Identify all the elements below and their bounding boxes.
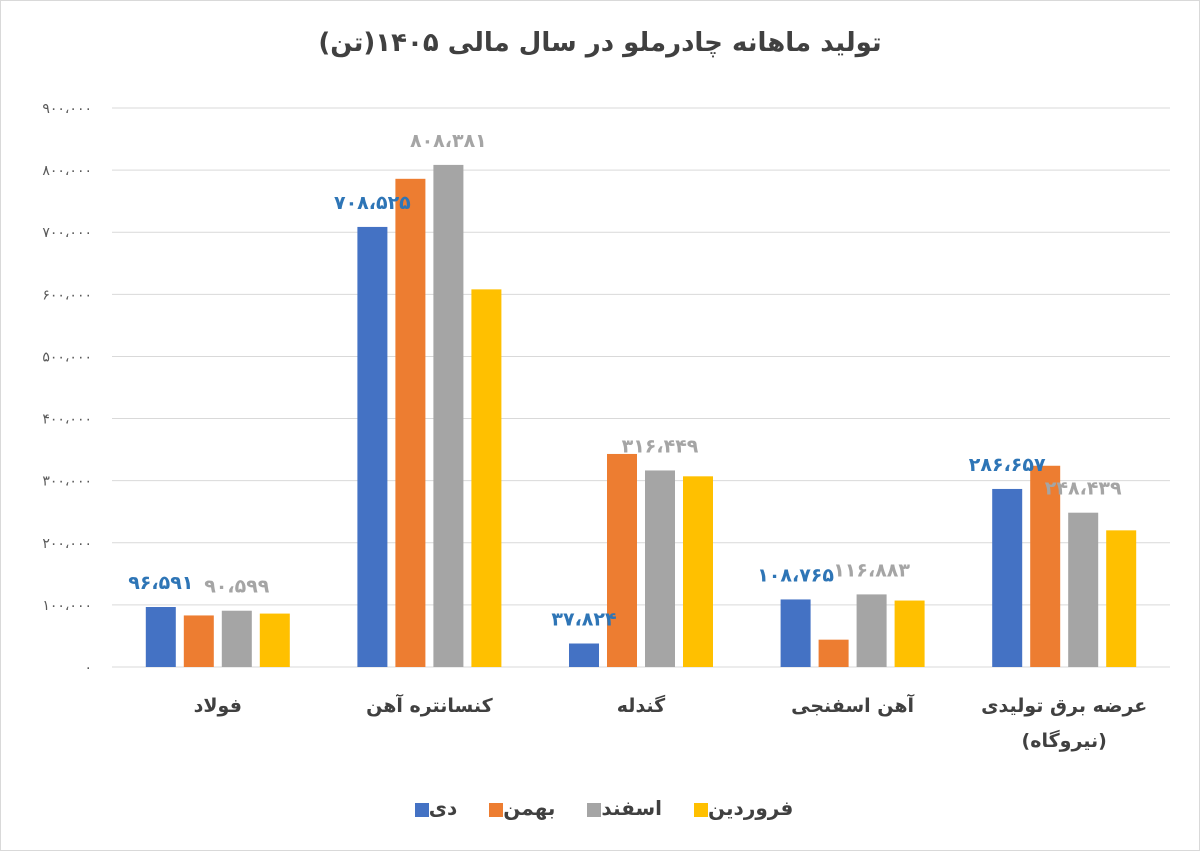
data-label: ۳۷،۸۲۴ (551, 609, 616, 631)
category-label: (نیروگاه) (1022, 729, 1107, 752)
y-tick-label: ۵۰۰،۰۰۰ (42, 349, 92, 365)
bar (1106, 530, 1137, 667)
legend-label: دی (428, 796, 458, 820)
bar (1068, 512, 1099, 667)
legend-swatch (414, 802, 429, 817)
category-label: گندله (617, 694, 666, 717)
legend-swatch (489, 802, 504, 817)
legend-swatch (587, 802, 602, 817)
bar (780, 599, 811, 667)
y-tick-label: ۷۰۰،۰۰۰ (42, 225, 92, 241)
bar (183, 615, 214, 667)
legend-entry: اسفند (579, 796, 662, 820)
bar (221, 610, 252, 667)
data-label: ۲۸۶،۶۵۷ (969, 454, 1046, 476)
y-tick-label: ۰ (84, 660, 92, 676)
data-label: ۲۴۸،۴۳۹ (1045, 478, 1122, 500)
category-label: آهن اسفنجی (791, 693, 914, 717)
chart-title: تولید ماهانه چادرملو در سال مالی ۱۴۰۵(تن… (318, 28, 882, 58)
legend-label: فروردین (708, 796, 794, 820)
data-label: ۱۰۸،۷۶۵ (757, 564, 834, 586)
bar (856, 594, 887, 667)
y-tick-label: ۸۰۰،۰۰۰ (42, 163, 92, 179)
y-tick-label: ۱۰۰،۰۰۰ (42, 598, 92, 614)
bar (818, 639, 849, 667)
data-label: ۱۱۶،۸۸۳ (833, 559, 910, 581)
data-label: ۹۰،۵۹۹ (204, 576, 270, 598)
bar (683, 476, 713, 667)
y-tick-label: ۳۰۰،۰۰۰ (42, 474, 92, 490)
bar (395, 178, 426, 667)
bar (645, 470, 675, 667)
bar (357, 226, 388, 667)
data-label: ۹۶،۵۹۱ (128, 572, 193, 594)
legend-entry: بهمن (481, 796, 555, 820)
category-label: عرضه برق تولیدی (981, 695, 1147, 717)
bar (569, 643, 599, 667)
y-tick-label: ۶۰۰،۰۰۰ (42, 287, 92, 303)
legend-swatch (694, 802, 709, 817)
bar (433, 164, 464, 667)
category-label: فولاد (194, 695, 242, 717)
legend-label: بهمن (503, 796, 556, 820)
legend-entry: دی (407, 796, 458, 820)
bar (607, 453, 637, 667)
bar (894, 600, 925, 667)
legend-entry: فروردین (686, 796, 793, 820)
data-label: ۷۰۸،۵۲۵ (334, 192, 411, 214)
data-label: ۳۱۶،۴۴۹ (622, 435, 699, 457)
category-label: کنسانتره آهن (366, 693, 494, 717)
bar (145, 607, 176, 667)
y-tick-label: ۲۰۰،۰۰۰ (42, 536, 92, 552)
y-tick-label: ۴۰۰،۰۰۰ (42, 412, 92, 428)
bar (471, 289, 502, 667)
bar (259, 613, 290, 667)
data-label: ۸۰۸،۳۸۱ (410, 130, 487, 152)
bar (1030, 465, 1061, 667)
bar (992, 488, 1023, 667)
legend: دی بهمن اسفند فروردین (0, 796, 1200, 820)
y-tick-label: ۹۰۰،۰۰۰ (42, 101, 92, 117)
legend-label: اسفند (601, 796, 663, 820)
